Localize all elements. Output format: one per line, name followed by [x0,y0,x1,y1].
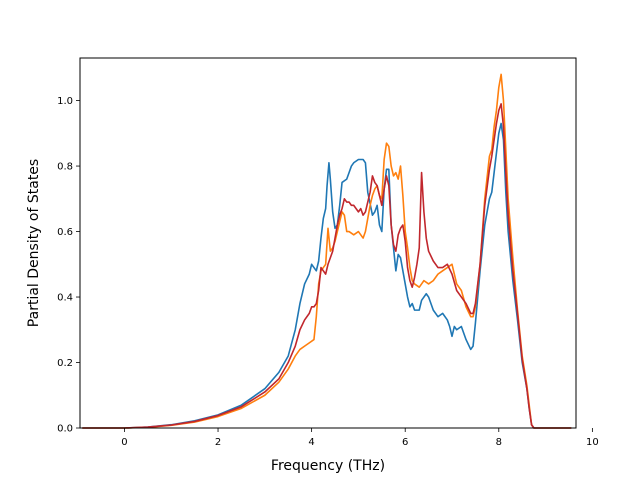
y-tick-label: 0.0 [57,424,73,435]
plot-frame [79,57,577,429]
series-line-3 [82,103,572,429]
y-axis-label: Partial Density of States [26,159,42,327]
y-axis-ticks: 0.0 0.2 0.4 0.6 0.8 1.0 [57,96,80,435]
x-tick-label: 8 [496,437,502,448]
x-tick-label: 2 [215,437,221,448]
x-axis-ticks: 0 2 4 6 8 10 [121,428,599,448]
series-line-2 [82,73,572,429]
y-tick-label: 0.8 [57,162,73,173]
y-tick-label: 0.4 [57,293,73,304]
series-line-1 [82,122,572,429]
x-tick-label: 4 [308,437,314,448]
y-tick-label: 0.2 [57,358,73,369]
x-tick-label: 10 [586,437,599,448]
series-lines [82,73,572,429]
x-axis-label: Frequency (THz) [271,458,385,474]
y-tick-label: 0.6 [57,227,73,238]
x-tick-label: 0 [121,437,127,448]
y-tick-label: 1.0 [57,96,73,107]
x-tick-label: 6 [402,437,408,448]
